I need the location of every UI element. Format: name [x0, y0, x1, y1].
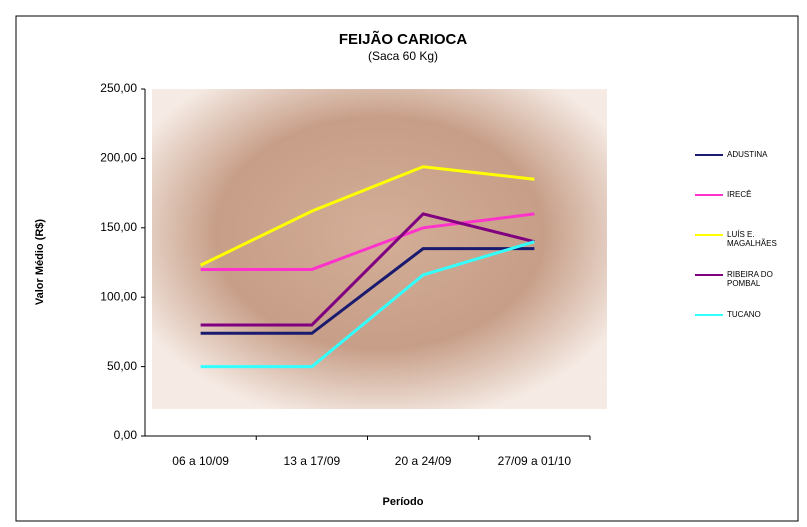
legend-item: ADUSTINA	[695, 148, 785, 188]
legend-swatch	[695, 314, 723, 316]
y-tick-label: 250,00	[100, 81, 137, 95]
series-line	[200, 212, 535, 327]
legend-swatch	[695, 274, 723, 276]
x-tick-label: 20 a 24/09	[395, 454, 452, 468]
legend-label: TUCANO	[727, 310, 761, 319]
y-tick-label: 0,00	[114, 428, 138, 442]
legend-label: LUÍS E. MAGALHÃES	[727, 230, 777, 248]
legend-swatch	[695, 194, 723, 196]
chart-subtitle: (Saca 60 Kg)	[368, 49, 438, 63]
chart-title: FEIJÃO CARIOCA	[339, 30, 468, 48]
series-line	[200, 212, 535, 271]
legend-item: RIBEIRA DO POMBAL	[695, 268, 785, 308]
legend-item: IRECÊ	[695, 188, 785, 228]
y-tick-label: 150,00	[100, 220, 137, 234]
series-line	[200, 240, 535, 369]
y-tick-label: 50,00	[107, 359, 137, 373]
x-tick-label: 27/09 a 01/10	[498, 454, 572, 468]
legend-label: IRECÊ	[727, 190, 752, 199]
background-image	[152, 89, 607, 409]
y-tick-label: 100,00	[100, 289, 137, 303]
series-line	[200, 247, 535, 335]
x-axis-label: Período	[383, 496, 424, 508]
legend: ADUSTINA IRECÊ LUÍS E. MAGALHÃES RIBEIRA DO…	[695, 148, 785, 348]
legend-swatch	[695, 234, 723, 236]
x-tick-label: 06 a 10/09	[172, 454, 229, 468]
legend-label: ADUSTINA	[727, 150, 768, 159]
legend-swatch	[695, 154, 723, 156]
y-tick-label: 200,00	[100, 151, 137, 165]
legend-label: RIBEIRA DO POMBAL	[727, 270, 773, 288]
legend-item: LUÍS E. MAGALHÃES	[695, 228, 785, 268]
series-line	[199, 165, 535, 267]
x-tick-label: 13 a 17/09	[284, 454, 341, 468]
y-axis-label: Valor Médio (R$)	[34, 219, 46, 306]
legend-item: TUCANO	[695, 308, 785, 348]
